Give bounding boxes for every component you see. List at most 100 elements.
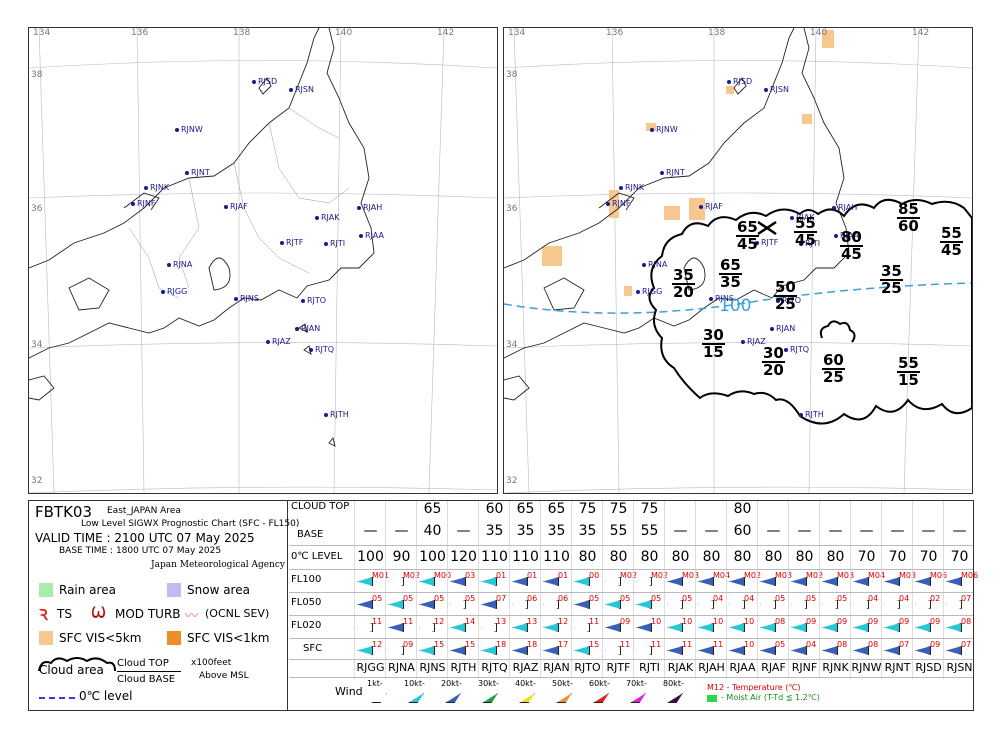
wind-barb-icon <box>605 646 621 655</box>
station-marker: RJAF <box>224 202 248 211</box>
map-left: 134 136 138 140 142 38 36 34 32 RJSD RJS… <box>28 27 498 494</box>
ts-label: TS <box>57 607 72 621</box>
cloud-top-cell: 65 <box>547 501 566 517</box>
station-marker: RJAK <box>315 213 340 222</box>
base-time: BASE TIME : 1800 UTC 07 May 2025 <box>59 546 222 556</box>
freezing-level-cell: 80 <box>671 549 690 565</box>
fl100-temp: M02 <box>403 571 421 580</box>
fl100-temp: M03 <box>775 571 793 580</box>
station-column-label: RJNT <box>884 661 911 674</box>
wind-scale-icon <box>519 693 535 703</box>
station-column-label: RJAA <box>729 661 756 674</box>
station-marker: RJTF <box>755 238 778 247</box>
cloud-base-cell: — <box>766 523 781 539</box>
cloud-base-label: Cloud BASE <box>117 674 176 685</box>
wind-barb-icon <box>915 577 931 586</box>
vis1-swatch <box>167 631 181 645</box>
cloud-top-cell: 80 <box>733 501 752 517</box>
cloud-base-cell: 55 <box>609 523 628 539</box>
station-column-label: RJAN <box>543 661 570 674</box>
chart-info: FBTK03 East_JAPAN Area Low Level SIGWX P… <box>29 501 299 710</box>
cloud-top-base-label: 35 20 <box>672 266 695 301</box>
wind-barb-icon <box>822 577 838 586</box>
fl100-temp: 01 <box>527 571 538 580</box>
cloud-base-cell: 35 <box>516 523 535 539</box>
freezing-level-cell: 110 <box>512 549 539 565</box>
wind-barb-icon <box>419 600 435 609</box>
column-divider <box>447 501 448 679</box>
map-right-coastlines <box>504 28 972 493</box>
sfc-temp: 18 <box>527 640 538 649</box>
wind-barb-icon <box>357 600 373 609</box>
freezing-level-cell: 70 <box>857 549 876 565</box>
fl050-temp: 05 <box>403 594 414 603</box>
station-column-label: RJAF <box>761 661 786 674</box>
cloud-area-outline <box>648 198 972 425</box>
area-name: East_JAPAN Area <box>107 506 181 516</box>
wind-barb-icon <box>574 623 590 632</box>
fl050-temp: 04 <box>899 594 910 603</box>
station-marker: RJNF <box>131 199 156 208</box>
wind-scale-icon <box>482 693 498 703</box>
wind-barb-icon <box>419 577 435 586</box>
fl100-temp: M04 <box>713 571 731 580</box>
wind-scale-label: 1kt- <box>367 679 383 688</box>
wind-barb-icon <box>605 600 621 609</box>
wind-barb-icon <box>357 577 373 586</box>
wind-barb-icon <box>884 577 900 586</box>
station-marker: RJTI <box>324 239 345 248</box>
valid-time: VALID TIME : 2100 UTC 07 May 2025 <box>35 531 255 545</box>
fl020-temp: 13 <box>496 617 507 626</box>
wind-barb-icon <box>481 623 497 632</box>
wind-barb-icon <box>884 600 900 609</box>
fl020-temp: 10 <box>682 617 693 626</box>
freezing-level-cell: 90 <box>392 549 411 565</box>
column-divider <box>540 501 541 679</box>
station-column-label: RJTO <box>574 661 601 674</box>
wind-barb-icon <box>791 600 807 609</box>
cloud-base-cell: 60 <box>733 523 752 539</box>
freezing-level-cell: 100 <box>419 549 446 565</box>
freezing-level-cell: 110 <box>481 549 508 565</box>
wind-barb-icon <box>481 646 497 655</box>
sfc-temp: 11 <box>682 640 693 649</box>
lon-label: 142 <box>437 28 455 38</box>
wind-scale-icon <box>593 693 609 703</box>
vis5-swatch <box>39 631 53 645</box>
sfc-temp: 11 <box>651 640 662 649</box>
cloud-base-cell: — <box>673 523 688 539</box>
fl050-temp: 04 <box>713 594 724 603</box>
fl100-temp: M06 <box>961 571 979 580</box>
lon-label: 136 <box>131 28 149 38</box>
fl050-temp: 05 <box>434 594 445 603</box>
vis5-label: SFC VIS<5km <box>59 631 142 645</box>
row-label-base: BASE <box>297 529 324 540</box>
freezing-level-cell: 80 <box>795 549 814 565</box>
cloud-top-base-label: 85 60 <box>897 200 920 235</box>
station-table: CLOUD TOP BASE 0℃ LEVEL FL100 FL050 FL02… <box>289 501 978 710</box>
column-divider <box>726 501 727 679</box>
sfc-temp: 15 <box>434 640 445 649</box>
wind-barb-icon <box>357 646 373 655</box>
wind-barb-icon <box>605 623 621 632</box>
cloud-top-base-label: 30 15 <box>702 326 725 361</box>
column-divider <box>602 501 603 679</box>
sfc-temp: 07 <box>961 640 972 649</box>
fl020-temp: 12 <box>434 617 445 626</box>
wind-scale-label: 40kt- <box>515 679 536 688</box>
lon-label: 140 <box>335 28 353 38</box>
sfc-temp: 15 <box>465 640 476 649</box>
cloud-top-base-label: 55 45 <box>940 224 963 259</box>
cloud-base-cell: — <box>704 523 719 539</box>
fl050-temp: 06 <box>558 594 569 603</box>
station-marker: RJTH <box>324 410 349 419</box>
fl050-temp: 05 <box>372 594 383 603</box>
fl100-temp: 00 <box>589 571 600 580</box>
fl020-temp: 08 <box>961 617 972 626</box>
lon-label: 134 <box>508 28 526 38</box>
wind-barb-icon <box>791 623 807 632</box>
sfc-temp: 15 <box>589 640 600 649</box>
sfc-temp: 08 <box>868 640 879 649</box>
lon-label: 138 <box>708 28 726 38</box>
column-divider <box>478 501 479 679</box>
